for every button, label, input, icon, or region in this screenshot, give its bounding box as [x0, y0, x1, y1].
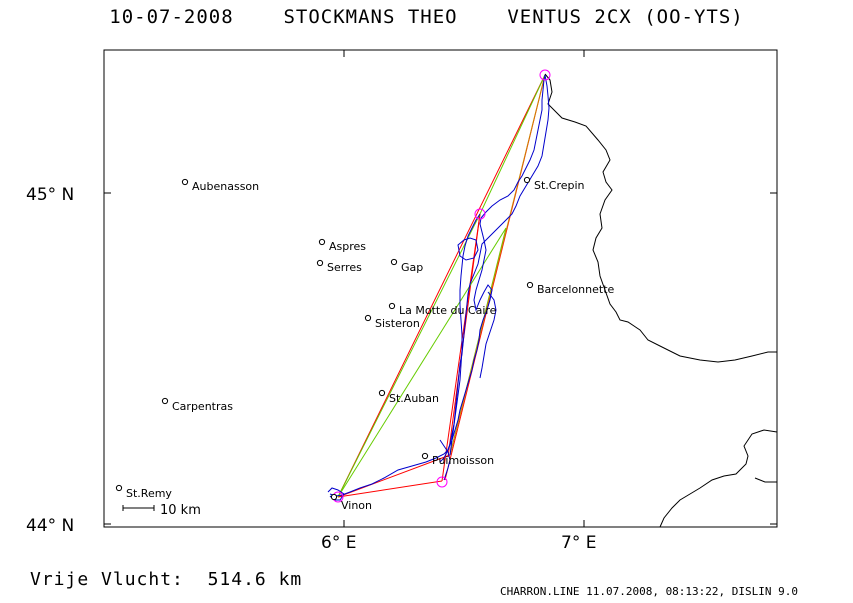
footer-info: CHARRON.LINE 11.07.2008, 08:13:22, DISLI…: [500, 585, 799, 598]
turnpoint-4: [436, 476, 448, 488]
distance-value: 514.6 km: [207, 569, 303, 590]
place-st-crepin: St.Crepin: [523, 176, 585, 192]
place-sisteron: Sisteron: [364, 314, 420, 330]
place-carpentras: Carpentras: [161, 397, 233, 413]
place-label: Carpentras: [172, 400, 233, 413]
place-label: Vinon: [341, 499, 372, 512]
distance-readout: Vrije Vlucht: 514.6 km: [30, 569, 302, 590]
scale-bar-label: 10 km: [160, 503, 201, 518]
leg-green-3: [337, 227, 507, 498]
turnpoint-1: [539, 69, 551, 81]
place-label: Serres: [327, 261, 362, 274]
places: Aubenasson Aspres Serres Gap La Motte du…: [115, 176, 615, 512]
glider-name: VENTUS 2CX (OO-YTS): [507, 6, 744, 28]
place-label: St.Auban: [389, 392, 439, 405]
flight-track: [327, 74, 550, 501]
lon-label-6: 6° E: [321, 533, 356, 553]
place-label: Barcelonnette: [537, 283, 615, 296]
leg-green-2: [337, 213, 481, 498]
leg-red-5: [337, 454, 451, 498]
task-legs: [337, 74, 546, 498]
place-serres: Serres: [316, 259, 362, 274]
place-st-auban: St.Auban: [378, 389, 439, 405]
map-title: 10-07-2008 STOCKMANS THEO VENTUS 2CX (OO…: [0, 6, 853, 28]
lat-label-45: 45° N: [26, 185, 74, 205]
lat-label-44: 44° N: [26, 516, 74, 536]
place-barcelonnette: Barcelonnette: [526, 281, 615, 296]
place-puimoisson: Puimoisson: [421, 452, 494, 467]
place-aubenasson: Aubenasson: [181, 178, 259, 193]
leg-orange-1: [449, 74, 546, 456]
axis-ticks: [104, 50, 777, 527]
place-aspres: Aspres: [318, 238, 366, 253]
distance-label: Vrije Vlucht:: [30, 569, 184, 590]
place-label: Puimoisson: [432, 454, 494, 467]
turnpoint-2: [474, 208, 486, 220]
scale-bar: [122, 505, 155, 511]
place-gap: Gap: [390, 258, 423, 274]
place-label: Aubenasson: [192, 180, 259, 193]
place-label: St.Crepin: [534, 179, 585, 192]
turnpoints: [332, 69, 551, 503]
leg-red-4: [441, 213, 481, 482]
place-label: La Motte du Caire: [399, 304, 497, 317]
lon-label-7: 7° E: [561, 533, 596, 553]
place-label: Aspres: [329, 240, 366, 253]
place-label: St.Remy: [126, 487, 172, 500]
place-st-remy: St.Remy: [115, 484, 172, 500]
place-vinon: Vinon: [330, 493, 372, 512]
place-la-motte-du-caire: La Motte du Caire: [388, 302, 497, 317]
country-border: [544, 73, 778, 528]
flight-date: 10-07-2008: [109, 6, 234, 28]
pilot-name: STOCKMANS THEO: [283, 6, 458, 28]
place-label: Sisteron: [375, 317, 420, 330]
axis-labels: 45° N 44° N 6° E 7° E: [26, 185, 596, 553]
leg-red-1: [337, 74, 546, 498]
place-label: Gap: [401, 261, 423, 274]
map-frame: [103, 49, 778, 528]
leg-red-6: [337, 480, 443, 498]
leg-green-1: [479, 74, 546, 215]
